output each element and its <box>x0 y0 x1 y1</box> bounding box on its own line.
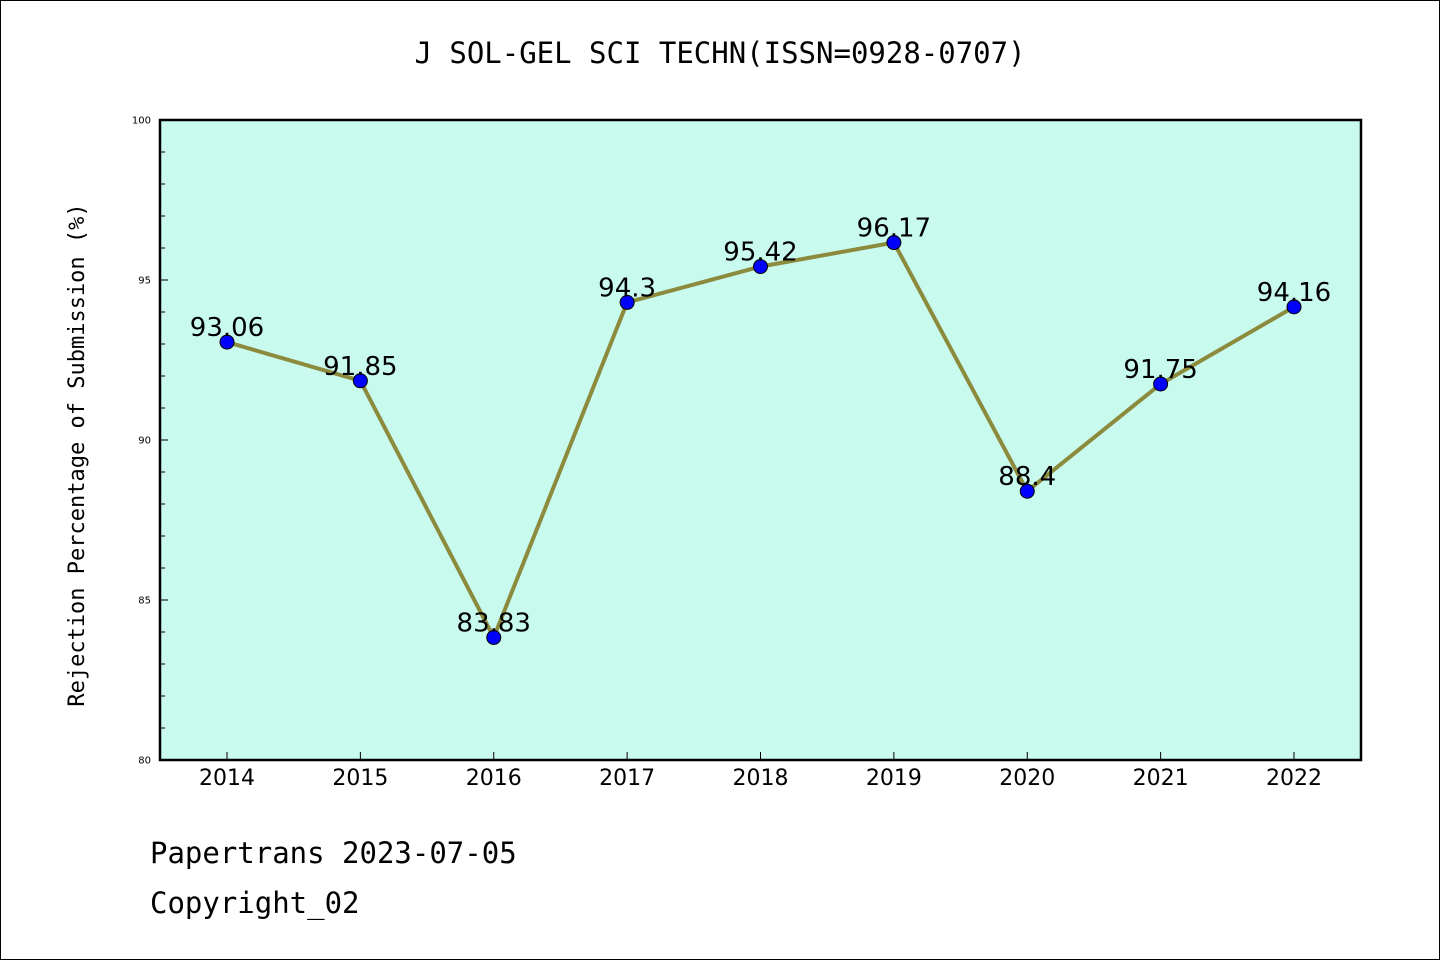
x-tick-label: 2014 <box>199 766 255 791</box>
data-label: 88.4 <box>998 462 1056 492</box>
data-label-group: 93.06 91.85 83.83 94.3 95.42 96.17 88.4 91.75 94… <box>190 214 1331 639</box>
data-point-marker <box>753 259 768 275</box>
marker-group <box>219 235 1302 645</box>
x-tick-label: 2022 <box>1266 766 1322 791</box>
y-tick-label: 95 <box>138 276 151 287</box>
x-tick-label: 2015 <box>332 766 388 791</box>
data-label: 83.83 <box>457 608 531 638</box>
data-label: 96.17 <box>857 214 931 244</box>
data-point-marker <box>886 235 902 251</box>
data-point-marker <box>352 373 368 389</box>
x-axis-ticks: 2014 2015 2016 2017 2018 2019 2020 2021 2022 <box>199 752 1322 791</box>
x-tick-label: 2016 <box>466 766 522 791</box>
y-axis-ticks: 80 85 90 95 100 <box>132 116 168 767</box>
y-tick-label: 100 <box>132 116 151 127</box>
x-tick-label: 2020 <box>999 766 1055 791</box>
x-tick-label: 2021 <box>1133 766 1189 791</box>
data-point-marker <box>219 334 235 350</box>
data-label: 93.06 <box>190 313 264 343</box>
y-tick-label: 90 <box>138 436 151 447</box>
data-label: 95.42 <box>723 238 797 268</box>
data-label: 91.85 <box>323 352 397 382</box>
plot-area <box>158 118 1363 762</box>
chart-title: J SOL-GEL SCI TECHN(ISSN=0928-0707) <box>414 36 1026 70</box>
data-point-marker <box>486 629 502 645</box>
data-label: 91.75 <box>1123 355 1197 385</box>
data-point-marker <box>1286 299 1302 315</box>
footer-publisher-date: Papertrans 2023-07-05 <box>150 836 517 870</box>
y-tick-label: 85 <box>138 596 151 607</box>
x-tick-label: 2017 <box>599 766 655 791</box>
data-point-marker <box>1153 376 1169 392</box>
data-label: 94.16 <box>1257 278 1331 308</box>
x-tick-label: 2019 <box>866 766 922 791</box>
x-tick-label: 2018 <box>733 766 789 791</box>
data-point-marker <box>1019 483 1035 499</box>
y-axis-label: Rejection Percentage of Submission (%) <box>65 203 90 706</box>
y-tick-label: 80 <box>138 756 151 767</box>
data-label: 94.3 <box>598 273 656 303</box>
data-point-marker <box>619 294 635 310</box>
footer-copyright: Copyright_02 <box>150 886 360 920</box>
